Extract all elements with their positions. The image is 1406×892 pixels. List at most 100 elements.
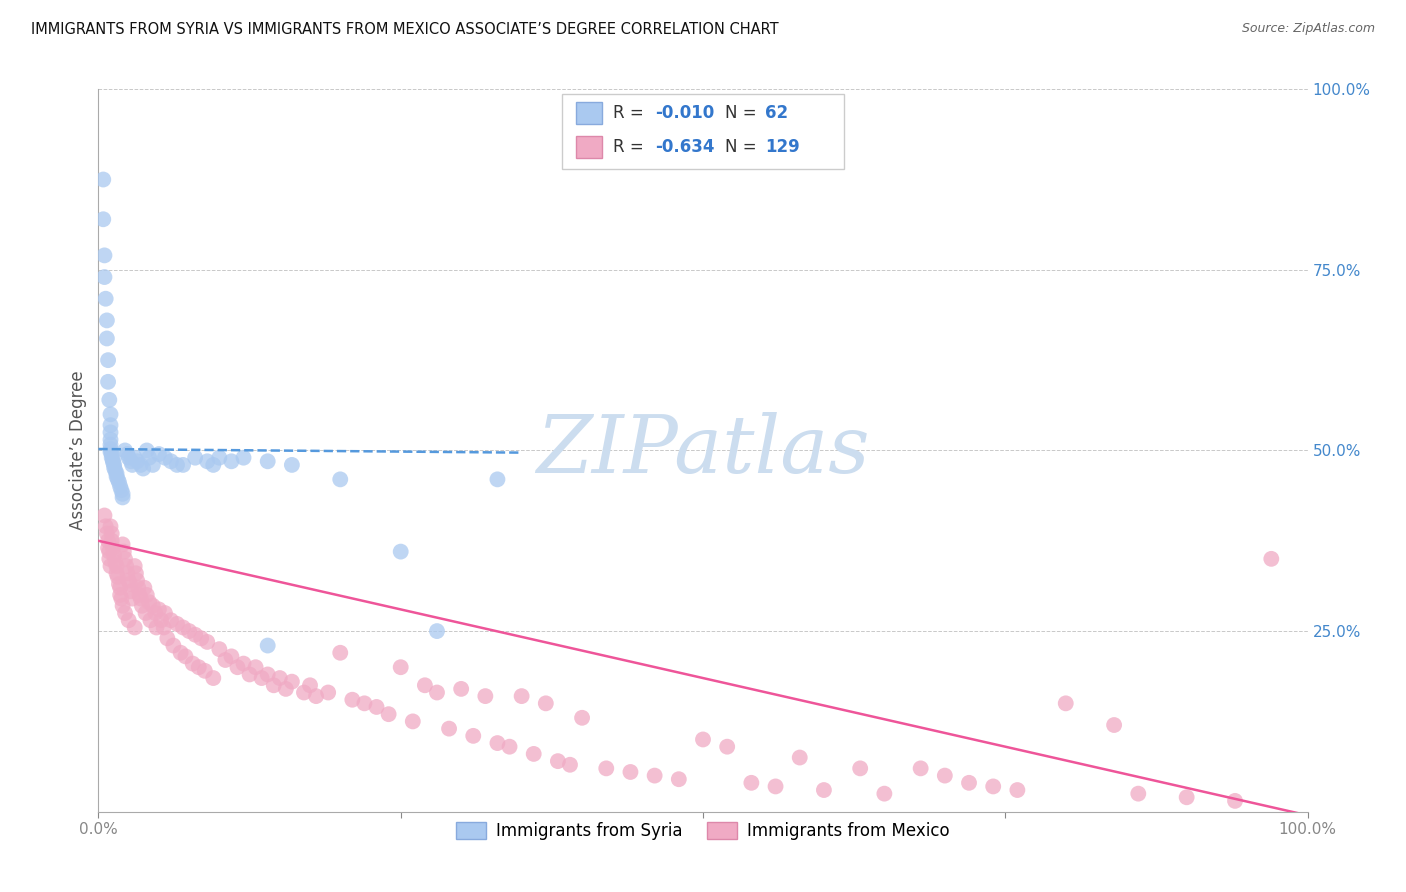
Point [329, 646, 352, 660]
Point [169, 646, 191, 660]
Point [426, 624, 449, 639]
Point [692, 732, 714, 747]
Text: ZIPatlas: ZIPatlas [536, 412, 870, 489]
Point [150, 613, 173, 627]
Point [305, 689, 328, 703]
Point [108, 480, 131, 494]
Point [93, 248, 115, 262]
Point [100, 442, 122, 456]
Point [148, 602, 170, 616]
Point [120, 454, 142, 468]
Point [114, 443, 136, 458]
Point [716, 739, 738, 754]
Point [1175, 790, 1198, 805]
Point [127, 581, 149, 595]
Point [644, 769, 666, 783]
Point [125, 566, 148, 581]
Point [426, 685, 449, 699]
Point [94, 519, 117, 533]
Point [179, 624, 201, 639]
Text: 129: 129 [765, 138, 800, 156]
Point [172, 620, 194, 634]
Point [740, 776, 762, 790]
Point [263, 678, 285, 692]
Point [112, 544, 135, 558]
Point [619, 764, 641, 779]
Point [194, 664, 217, 678]
Point [156, 632, 179, 646]
Point [474, 689, 496, 703]
Point [232, 657, 254, 671]
Point [96, 526, 118, 541]
Point [101, 541, 124, 555]
Point [134, 581, 156, 595]
Legend: Immigrants from Syria, Immigrants from Mexico: Immigrants from Syria, Immigrants from M… [450, 815, 956, 847]
Point [124, 450, 146, 465]
Point [143, 606, 166, 620]
Point [135, 606, 157, 620]
Text: R =: R = [613, 104, 650, 122]
Point [849, 761, 872, 775]
Point [121, 458, 143, 472]
Point [129, 458, 152, 472]
Point [100, 433, 122, 447]
Point [377, 707, 399, 722]
Point [100, 519, 122, 533]
Point [124, 620, 146, 634]
Point [105, 469, 128, 483]
Point [1007, 783, 1029, 797]
Point [148, 447, 170, 461]
Point [97, 541, 120, 555]
Point [239, 667, 262, 681]
Point [97, 375, 120, 389]
Point [195, 635, 218, 649]
Point [100, 559, 122, 574]
Point [153, 450, 176, 465]
Point [152, 620, 174, 634]
Point [208, 450, 231, 465]
Point [132, 461, 155, 475]
Point [208, 642, 231, 657]
Point [1260, 551, 1282, 566]
Point [101, 453, 124, 467]
Point [100, 533, 122, 548]
Point [118, 577, 141, 591]
Point [105, 559, 128, 574]
Point [93, 508, 115, 523]
Point [135, 588, 157, 602]
Point [111, 599, 134, 613]
Point [108, 581, 131, 595]
Point [118, 450, 141, 465]
Point [299, 678, 322, 692]
Point [329, 472, 352, 486]
Point [108, 577, 131, 591]
Point [160, 454, 183, 468]
Y-axis label: Associate’s Degree: Associate’s Degree [69, 371, 87, 530]
Point [131, 599, 153, 613]
Point [153, 606, 176, 620]
Point [558, 757, 581, 772]
Point [118, 574, 141, 588]
Point [172, 458, 194, 472]
Point [1128, 787, 1150, 801]
Point [910, 761, 932, 775]
Point [103, 548, 125, 562]
Point [100, 407, 122, 421]
Point [256, 667, 278, 681]
Point [245, 660, 267, 674]
Point [98, 392, 121, 407]
Point [1102, 718, 1125, 732]
Point [104, 464, 127, 478]
Point [91, 172, 114, 186]
Point [107, 570, 129, 584]
Point [103, 460, 125, 475]
Point [571, 711, 593, 725]
Point [202, 458, 225, 472]
Point [111, 491, 134, 505]
Point [402, 714, 425, 729]
Point [413, 678, 436, 692]
Point [105, 566, 128, 581]
Point [160, 613, 183, 627]
Point [100, 447, 122, 461]
Point [547, 754, 569, 768]
